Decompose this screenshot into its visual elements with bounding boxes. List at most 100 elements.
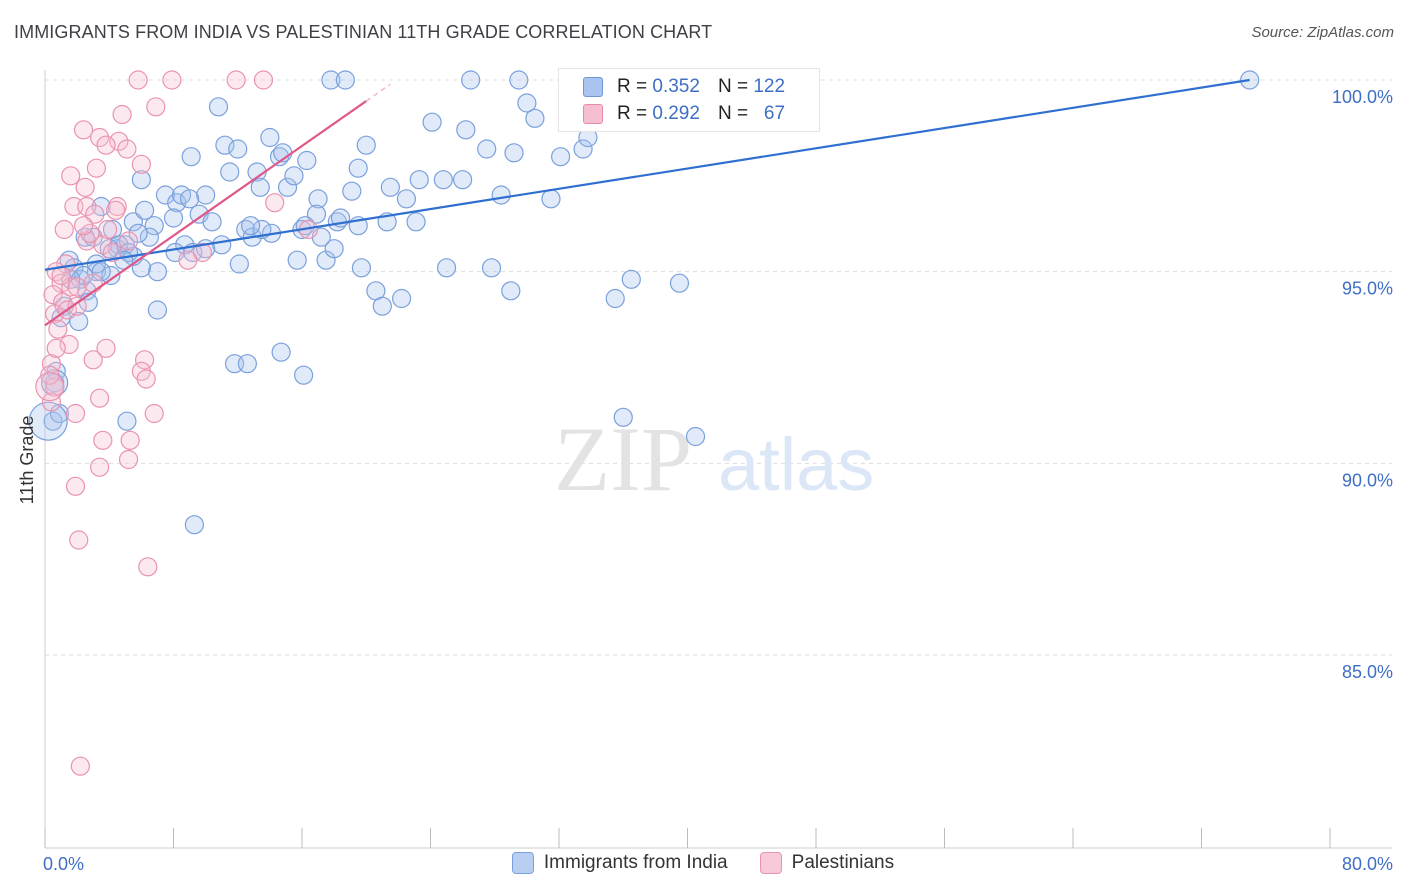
data-point — [422, 112, 442, 132]
data-point — [226, 70, 246, 90]
trend-line-india — [44, 78, 1250, 271]
data-point — [348, 158, 368, 178]
data-point — [117, 411, 137, 431]
legend-item-india[interactable]: Immigrants from India — [511, 852, 728, 874]
data-point — [605, 288, 625, 309]
data-point — [54, 219, 74, 240]
data-point — [287, 250, 307, 270]
data-point — [96, 338, 116, 358]
data-point — [372, 296, 392, 316]
data-point — [49, 403, 70, 424]
y-tick-labels: 85.0% 90.0% 95.0% 100.0% — [1332, 87, 1393, 682]
trend-lines — [44, 78, 1250, 327]
data-point — [436, 258, 457, 278]
data-point — [541, 189, 561, 209]
data-point — [77, 196, 97, 217]
data-point — [208, 97, 229, 117]
data-point — [98, 219, 118, 240]
data-point — [147, 262, 168, 282]
watermark-zip: ZIP — [554, 408, 692, 510]
legend-label-india: Immigrants from India — [543, 852, 728, 873]
data-point — [297, 150, 317, 171]
data-point — [477, 139, 497, 159]
legend-n-value: 122 — [753, 76, 786, 97]
data-point — [284, 166, 304, 186]
data-point — [509, 70, 529, 90]
watermark: ZIP atlas — [554, 408, 874, 510]
legend-n-value: 67 — [763, 103, 786, 124]
data-point — [91, 262, 111, 282]
data-point — [525, 108, 545, 128]
stats-legend: R = 0.352 N = 122 R = 0.292 N = 67 — [558, 68, 820, 132]
data-point — [128, 70, 148, 90]
data-point — [212, 235, 232, 255]
data-point — [396, 189, 417, 209]
series-india-points — [28, 70, 1260, 535]
x-tick-label: 80.0% — [1342, 854, 1393, 874]
data-point — [131, 170, 151, 190]
data-point — [118, 449, 139, 470]
data-point — [517, 93, 537, 113]
legend-r-label: R = — [617, 76, 648, 97]
data-point — [120, 430, 140, 450]
data-point — [179, 189, 200, 209]
data-point — [41, 392, 62, 412]
data-point — [685, 426, 706, 447]
data-point — [144, 216, 164, 236]
data-point — [406, 212, 426, 232]
data-point — [136, 369, 156, 389]
data-point — [70, 756, 90, 776]
legend-item-palestinians[interactable]: Palestinians — [759, 852, 895, 874]
y-tick-label: 85.0% — [1342, 662, 1393, 682]
data-point — [91, 196, 111, 217]
data-point — [65, 476, 86, 496]
data-point — [40, 365, 60, 385]
legend-row-india: R = 0.352 N = 122 — [583, 74, 785, 100]
legend-label-palestinians: Palestinians — [791, 852, 895, 873]
legend-n-label: N = — [717, 76, 749, 97]
data-point — [109, 235, 129, 255]
data-point — [106, 200, 126, 220]
data-point — [501, 281, 521, 301]
data-point — [196, 185, 216, 205]
legend-r-value: 0.352 — [652, 76, 700, 97]
data-point — [90, 127, 110, 148]
data-point — [59, 334, 79, 355]
data-point — [51, 273, 71, 293]
data-point — [131, 154, 151, 174]
data-point — [123, 212, 143, 232]
data-point — [241, 216, 261, 236]
data-point — [551, 147, 571, 167]
data-point — [46, 338, 66, 358]
legend-swatch-palestinians — [583, 104, 603, 124]
data-point — [90, 388, 110, 408]
data-point — [260, 127, 280, 148]
x-tick-labels: 0.0% 80.0% — [43, 854, 1393, 874]
data-point — [335, 70, 355, 90]
data-point — [250, 177, 270, 197]
data-point — [504, 143, 524, 163]
data-point — [134, 350, 155, 370]
data-point — [409, 170, 429, 190]
data-point — [215, 135, 235, 155]
data-point — [155, 185, 176, 205]
data-point — [453, 170, 473, 190]
data-point — [324, 239, 344, 259]
data-point — [134, 200, 155, 220]
data-point — [144, 403, 164, 424]
data-point — [45, 304, 65, 324]
data-point — [621, 269, 641, 289]
data-point — [181, 147, 201, 167]
y-tick-label: 100.0% — [1332, 87, 1393, 107]
data-point — [146, 97, 166, 117]
source-label: Source: ZipAtlas.com — [1251, 24, 1394, 41]
data-point — [90, 457, 110, 477]
y-tick-label: 95.0% — [1342, 279, 1393, 299]
data-point — [573, 139, 593, 159]
data-point — [380, 177, 400, 197]
chart-title: IMMIGRANTS FROM INDIA VS PALESTINIAN 11T… — [14, 22, 713, 42]
data-point — [163, 208, 184, 228]
data-point — [456, 120, 476, 140]
data-point — [253, 70, 274, 90]
data-point — [80, 223, 100, 243]
